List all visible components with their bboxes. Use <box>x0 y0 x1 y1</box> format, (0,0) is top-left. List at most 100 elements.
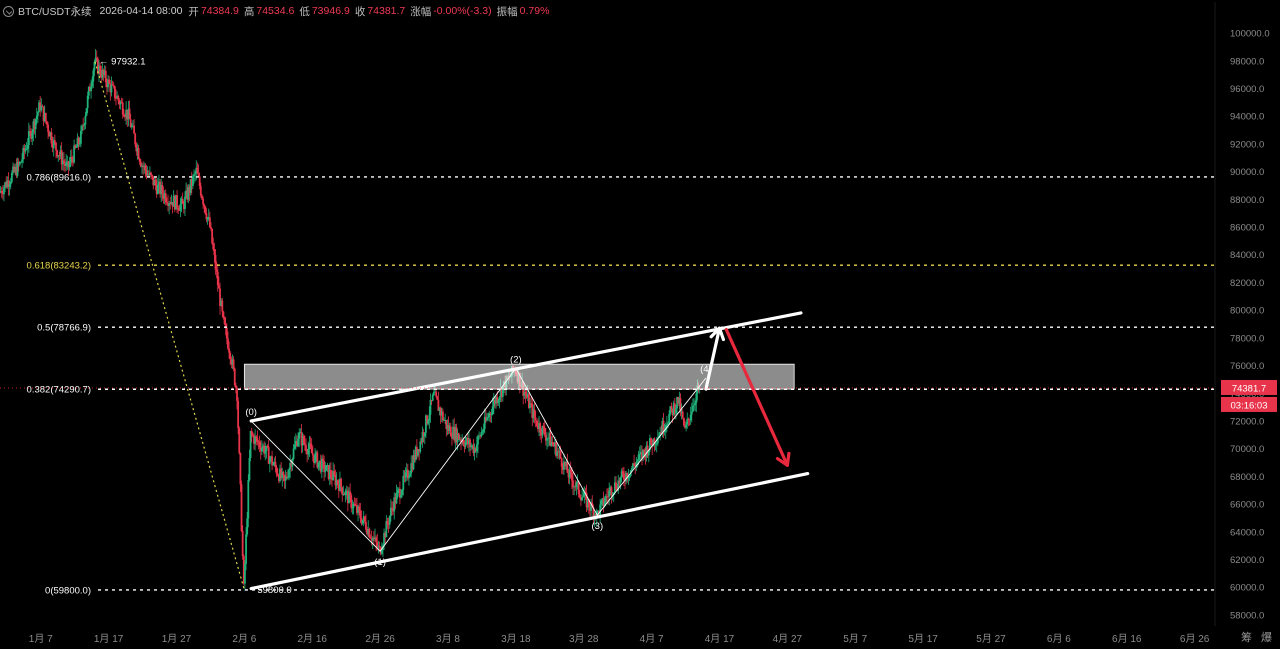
candle-body <box>621 471 624 475</box>
candle-body <box>524 392 527 395</box>
candle-body <box>495 396 497 404</box>
candle-body <box>94 57 97 62</box>
open-label: 开 <box>188 5 199 18</box>
candle-body <box>167 203 169 206</box>
candle-body <box>654 443 657 445</box>
candle-body <box>125 109 128 117</box>
candle-body <box>537 426 539 429</box>
candle-body <box>668 414 671 424</box>
candle-body <box>431 395 434 401</box>
candle-body <box>544 434 547 441</box>
candle-body <box>402 475 405 490</box>
candle-body <box>115 97 117 99</box>
candle-body <box>110 84 113 93</box>
open-value: 74384.9 <box>200 5 239 17</box>
candle-body <box>288 469 290 478</box>
candle-body <box>538 423 540 429</box>
candle-body <box>153 180 156 186</box>
candle-body <box>405 469 408 473</box>
price-tick-label: 66000.0 <box>1230 500 1264 511</box>
candle-body <box>634 465 637 467</box>
symbol-name[interactable]: BTC/USDT永续 <box>18 5 92 18</box>
candle-body <box>189 179 192 193</box>
candle-body <box>27 131 30 146</box>
candle-body <box>280 468 283 478</box>
candle-body <box>556 451 559 456</box>
candle-body <box>560 458 563 467</box>
candle-body <box>165 202 168 204</box>
candle-body <box>669 406 672 415</box>
high-value: 74534.6 <box>256 5 295 17</box>
candle-body <box>344 490 347 496</box>
candle-body <box>583 492 586 497</box>
time-tick-label: 2月 6 <box>232 633 256 645</box>
candle-body <box>642 449 645 458</box>
fib-level-label: 0.618(83243.2) <box>27 261 91 272</box>
time-tick-label: 5月 7 <box>843 633 867 645</box>
candle-body <box>380 550 383 554</box>
candle-body <box>193 174 195 177</box>
price-tick-label: 64000.0 <box>1230 527 1264 538</box>
candle-body <box>587 499 590 508</box>
candle-body <box>586 499 589 508</box>
candle-body <box>569 469 572 473</box>
candle-body <box>576 481 579 483</box>
candle-body <box>471 445 474 447</box>
candle-body <box>223 317 226 325</box>
candle-body <box>203 204 206 207</box>
candle-body <box>323 460 326 473</box>
candle-body <box>627 476 630 479</box>
candle-body <box>246 518 249 535</box>
candle-body <box>113 86 116 98</box>
candle-body <box>159 181 161 195</box>
candle-body <box>399 488 401 498</box>
symbol-icon[interactable] <box>3 5 14 17</box>
chip-button[interactable]: 筹 <box>1240 632 1252 644</box>
candle-body <box>87 86 90 96</box>
candle-body <box>124 116 126 118</box>
candle-body <box>33 121 36 130</box>
candle-body <box>85 108 88 116</box>
candle-body <box>43 113 46 122</box>
candle-body <box>681 411 684 418</box>
candle-body <box>484 416 487 421</box>
candle-body <box>559 451 562 459</box>
candle-body <box>589 507 591 511</box>
candle-body <box>457 433 460 440</box>
candle-body <box>319 460 322 472</box>
candle-body <box>626 472 629 479</box>
candle-body <box>665 424 668 426</box>
time-tick-label: 1月 17 <box>94 633 124 645</box>
candle-body <box>615 482 617 489</box>
time-tick-label: 2月 16 <box>298 633 328 645</box>
price-tick-label: 80000.0 <box>1230 306 1264 317</box>
price-tick-label: 94000.0 <box>1230 112 1264 123</box>
candle-body <box>334 474 337 486</box>
candle-body <box>414 446 417 460</box>
candle-body <box>425 415 427 433</box>
candle-body <box>82 125 85 127</box>
price-tick-label: 88000.0 <box>1230 195 1264 206</box>
candle-body <box>339 478 341 491</box>
candle-body <box>342 494 345 495</box>
time-tick-label: 3月 28 <box>569 633 599 645</box>
candle-body <box>162 193 165 199</box>
change-label: 涨幅 <box>410 5 432 18</box>
candle-body <box>639 451 642 454</box>
candle-body <box>84 115 87 125</box>
candle-body <box>44 113 47 122</box>
candle-body <box>307 449 310 455</box>
candle-body <box>441 411 444 421</box>
candle-body <box>95 57 98 59</box>
candle-body <box>383 533 385 546</box>
candle-body <box>168 203 171 206</box>
candle-body <box>578 493 581 498</box>
candle-body <box>276 473 279 476</box>
candle-body <box>73 145 75 163</box>
price-tick-label: 76000.0 <box>1230 361 1264 372</box>
candle-body <box>468 439 470 445</box>
time-tick-label: 3月 18 <box>501 633 531 645</box>
liquidation-button[interactable]: 爆 <box>1261 632 1272 644</box>
candle-body <box>67 161 70 168</box>
